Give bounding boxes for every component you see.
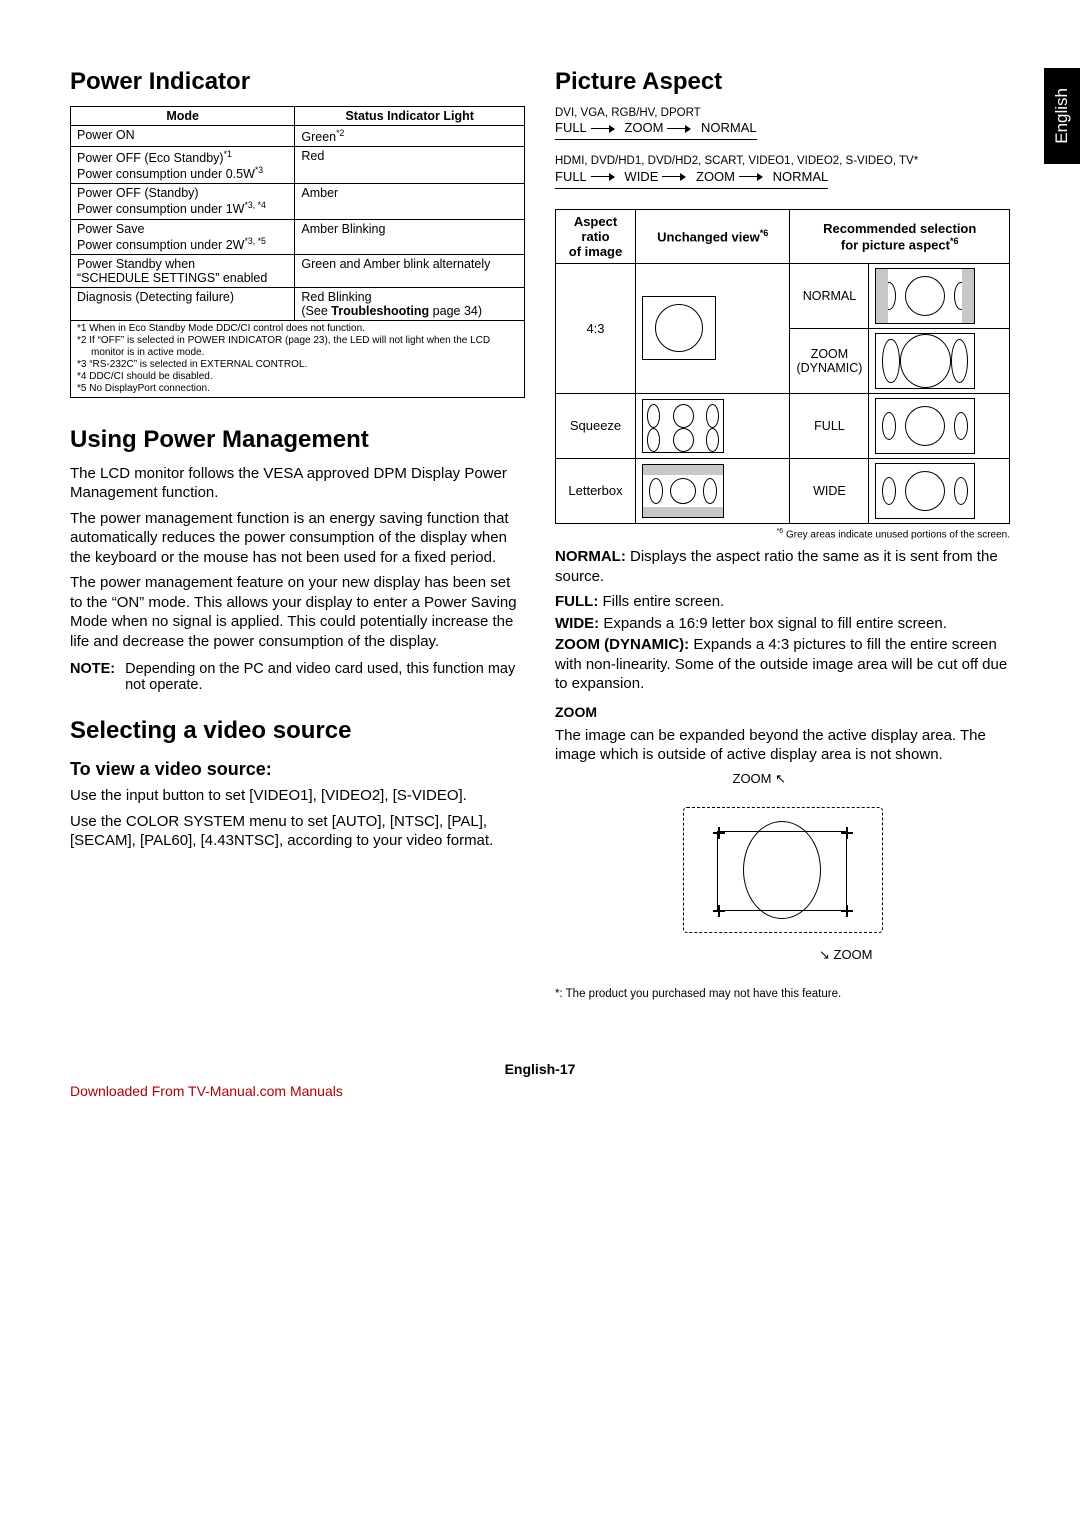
table-row: Power ON Green*2	[71, 126, 525, 147]
table-row: Power OFF (Eco Standby)*1Power consumpti…	[71, 147, 525, 184]
thumb-squeeze	[642, 399, 724, 453]
table-header: Mode	[71, 107, 295, 126]
heading-video-source: Selecting a video source	[70, 717, 525, 745]
thumb-zoom-dynamic	[875, 333, 975, 389]
footnote: *6 Grey areas indicate unused portions o…	[555, 528, 1010, 541]
input-group: DVI, VGA, RGB/HV, DPORT	[555, 106, 1010, 120]
desc: NORMAL: Displays the aspect ratio the sa…	[555, 547, 1010, 586]
paragraph: The LCD monitor follows the VESA approve…	[70, 464, 525, 503]
aspect-ratio-table: Aspect ratioof image Unchanged view*6 Re…	[555, 209, 1010, 524]
download-link[interactable]: Downloaded From TV-Manual.com Manuals	[70, 1083, 1010, 1099]
table-row: 4:3 NORMAL	[556, 263, 1010, 328]
table-row: Power SavePower consumption under 2W*3, …	[71, 219, 525, 254]
language-tab: English	[1044, 68, 1080, 164]
zoom-heading: ZOOM	[555, 704, 1010, 720]
aspect-flow: FULL WIDE ZOOM NORMAL	[555, 169, 1010, 197]
paragraph: Use the input button to set [VIDEO1], [V…	[70, 786, 525, 806]
thumb-letterbox	[642, 464, 724, 518]
thumb-normal	[875, 268, 975, 324]
aspect-flow: FULL ZOOM NORMAL	[555, 120, 1010, 148]
desc: FULL: Fills entire screen.	[555, 592, 1010, 612]
thumb-full	[875, 398, 975, 454]
table-row: Diagnosis (Detecting failure) Red Blinki…	[71, 287, 525, 320]
heading-power-indicator: Power Indicator	[70, 68, 525, 96]
table-row: Power Standby when“SCHEDULE SETTINGS” en…	[71, 254, 525, 287]
asterisk-note: *: The product you purchased may not hav…	[555, 987, 1010, 1001]
desc: ZOOM (DYNAMIC): Expands a 4:3 pictures t…	[555, 635, 1010, 694]
table-footnotes: *1 When in Eco Standby Mode DDC/CI contr…	[71, 320, 525, 397]
zoom-label: ↘ ZOOM	[673, 947, 873, 963]
paragraph: The power management feature on your new…	[70, 573, 525, 651]
desc: WIDE: Expands a 16:9 letter box signal t…	[555, 614, 1010, 634]
paragraph: Use the COLOR SYSTEM menu to set [AUTO],…	[70, 812, 525, 851]
zoom-label: ZOOM ↖	[733, 771, 893, 787]
table-row: Squeeze FULL	[556, 393, 1010, 458]
paragraph: The power management function is an ener…	[70, 509, 525, 568]
thumb-4-3	[642, 296, 716, 360]
input-group: HDMI, DVD/HD1, DVD/HD2, SCART, VIDEO1, V…	[555, 154, 1010, 168]
note: NOTE: Depending on the PC and video card…	[70, 661, 525, 693]
page-number: English-17	[70, 1061, 1010, 1077]
heading-picture-aspect: Picture Aspect	[555, 68, 1010, 96]
heading-power-mgmt: Using Power Management	[70, 426, 525, 454]
table-row: Letterbox WIDE	[556, 458, 1010, 523]
table-row: Power OFF (Standby)Power consumption und…	[71, 184, 525, 219]
subheading: To view a video source:	[70, 759, 525, 780]
power-indicator-table: Mode Status Indicator Light Power ON Gre…	[70, 106, 525, 398]
paragraph: The image can be expanded beyond the act…	[555, 726, 1010, 765]
thumb-wide	[875, 463, 975, 519]
zoom-diagram	[673, 795, 893, 945]
table-header: Status Indicator Light	[295, 107, 525, 126]
